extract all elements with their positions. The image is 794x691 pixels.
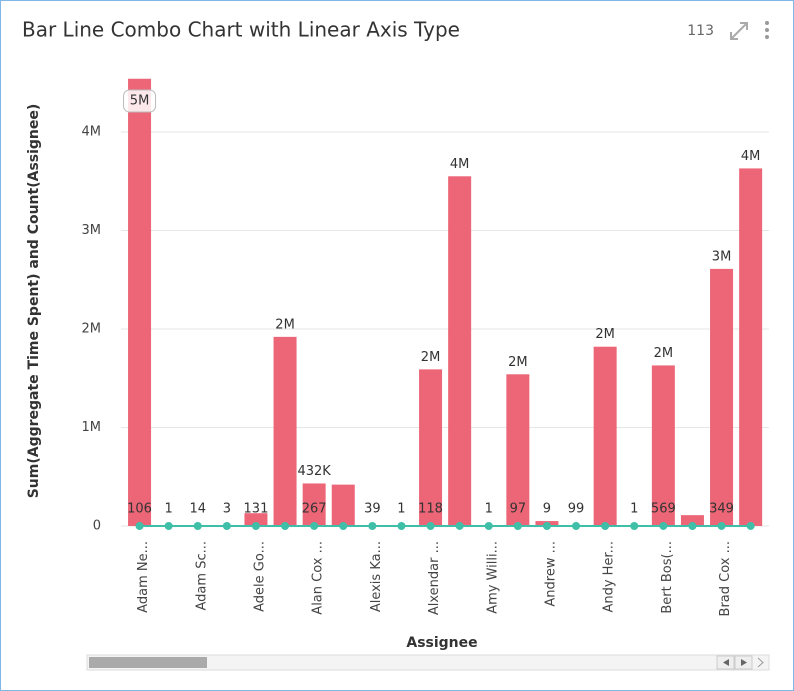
- menu-icon[interactable]: [765, 21, 769, 39]
- count-badge: 113: [687, 23, 714, 39]
- count-value-label: 99: [568, 501, 585, 516]
- bar-value-label: 2M: [421, 350, 441, 365]
- count-value-label: 1: [630, 501, 638, 516]
- count-point: [572, 521, 581, 530]
- count-value-label: 131: [244, 501, 269, 516]
- bar: [128, 78, 152, 526]
- count-value-label: 118: [418, 501, 443, 516]
- y-axis-title: Sum(Aggregate Time Spent) and Count(Assi…: [26, 104, 42, 499]
- bar-value-label: 4M: [741, 149, 761, 164]
- count-value-label: 3: [223, 501, 231, 516]
- count-value-label: 97: [510, 501, 527, 516]
- count-point: [310, 521, 319, 530]
- count-value-label: 267: [302, 501, 327, 516]
- count-point: [455, 521, 464, 530]
- x-tick-label: Andy Her...: [602, 541, 617, 613]
- bar-value-label: 2M: [508, 355, 528, 370]
- count-point: [368, 521, 377, 530]
- bar-value-label: 432K: [297, 464, 331, 479]
- y-tick-label: 4M: [82, 124, 102, 139]
- y-tick-label: 2M: [82, 321, 102, 336]
- bar-value-label: 2M: [654, 346, 674, 361]
- count-value-label: 9: [543, 501, 551, 516]
- count-point: [193, 521, 202, 530]
- y-tick-label: 1M: [82, 420, 102, 435]
- x-tick-label: Adam Ne...: [136, 541, 151, 613]
- count-point: [688, 521, 697, 530]
- x-tick-label: Bert Bos(...: [660, 541, 675, 614]
- x-axis-title: Assignee: [406, 635, 477, 651]
- bar: [710, 268, 734, 526]
- bar: [739, 168, 763, 527]
- bar: [331, 484, 355, 526]
- x-tick-label: Amy Willi...: [485, 541, 500, 614]
- count-point: [630, 521, 639, 530]
- scrollbar[interactable]: [86, 654, 770, 671]
- bar-value-label: 5M: [130, 94, 150, 109]
- count-point: [659, 521, 668, 530]
- count-point: [397, 521, 406, 530]
- expand-icon[interactable]: [730, 22, 748, 40]
- count-value-label: 39: [364, 501, 381, 516]
- count-value-label: 349: [709, 501, 734, 516]
- x-tick-label: Alexis Ka...: [369, 541, 384, 612]
- x-tick-label: Adele Go...: [252, 541, 267, 612]
- bar: [448, 176, 472, 526]
- bar-value-label: 2M: [275, 317, 295, 332]
- count-point: [281, 521, 290, 530]
- x-tick-label: Andrew ...: [543, 541, 558, 607]
- count-point: [164, 521, 173, 530]
- bar: [302, 483, 326, 526]
- count-point: [484, 521, 493, 530]
- bar: [593, 346, 617, 526]
- count-point: [426, 521, 435, 530]
- count-value-label: 106: [127, 501, 152, 516]
- count-point: [251, 521, 260, 530]
- count-point: [746, 521, 755, 530]
- data-label-box: [123, 89, 157, 113]
- count-point: [222, 521, 231, 530]
- bar-value-label: 4M: [450, 157, 470, 172]
- x-tick-label: Alan Cox ...: [311, 541, 326, 615]
- count-value-label: 569: [651, 501, 676, 516]
- bar-value-label: 3M: [712, 249, 732, 264]
- bar: [273, 336, 297, 526]
- x-tick-label: Adam Sc...: [194, 541, 209, 610]
- bar: [680, 515, 704, 526]
- count-value-label: 1: [485, 501, 493, 516]
- chart-title: Bar Line Combo Chart with Linear Axis Ty…: [22, 18, 460, 42]
- count-point: [542, 521, 551, 530]
- bar: [506, 374, 530, 526]
- bar: [419, 369, 443, 526]
- x-tick-label: Alxendar ...: [427, 541, 442, 615]
- count-point: [601, 521, 610, 530]
- y-tick-label: 3M: [82, 223, 102, 238]
- count-value-label: 14: [189, 501, 206, 516]
- bar: [244, 513, 268, 526]
- y-tick-label: 0: [93, 519, 101, 534]
- bar: [651, 365, 675, 526]
- x-tick-label: Brad Cox ...: [718, 541, 733, 616]
- count-point: [339, 521, 348, 530]
- count-point: [135, 521, 144, 530]
- count-value-label: 1: [165, 501, 173, 516]
- count-value-label: 1: [397, 501, 405, 516]
- count-point: [717, 521, 726, 530]
- bar-value-label: 2M: [595, 327, 615, 342]
- count-point: [513, 521, 522, 530]
